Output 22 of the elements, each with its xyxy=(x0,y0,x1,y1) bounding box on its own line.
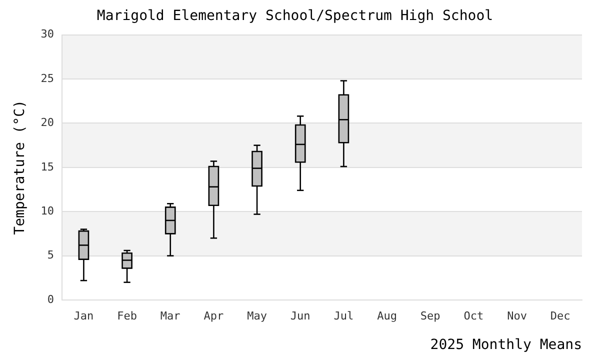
y-tick-label: 25 xyxy=(40,72,54,85)
x-axis-title: 2025 Monthly Means xyxy=(430,337,582,354)
y-tick-label: 10 xyxy=(40,204,54,218)
y-axis-title: Temperature (°C) xyxy=(12,100,28,235)
x-tick-label: Dec xyxy=(550,309,570,322)
x-tick-label: Aug xyxy=(377,309,397,322)
y-tick-label: 20 xyxy=(40,116,54,130)
x-tick-label: Feb xyxy=(117,309,137,322)
y-tick-label: 15 xyxy=(40,160,54,174)
y-tick-label: 5 xyxy=(47,248,54,262)
x-tick-label: Sep xyxy=(420,309,440,322)
y-tick-label: 0 xyxy=(47,292,54,306)
x-tick-label: Apr xyxy=(204,309,224,322)
x-tick-label: Jan xyxy=(74,309,94,322)
x-tick-label: Jun xyxy=(290,309,310,322)
x-tick-label: Jul xyxy=(334,309,354,322)
x-tick-label: May xyxy=(247,309,268,322)
x-tick-label: Mar xyxy=(160,309,181,322)
x-tick-label: Oct xyxy=(464,309,484,322)
x-tick-label: Nov xyxy=(507,309,528,322)
chart-title: Marigold Elementary School/Spectrum High School xyxy=(96,8,494,24)
y-tick-label: 30 xyxy=(40,28,54,41)
